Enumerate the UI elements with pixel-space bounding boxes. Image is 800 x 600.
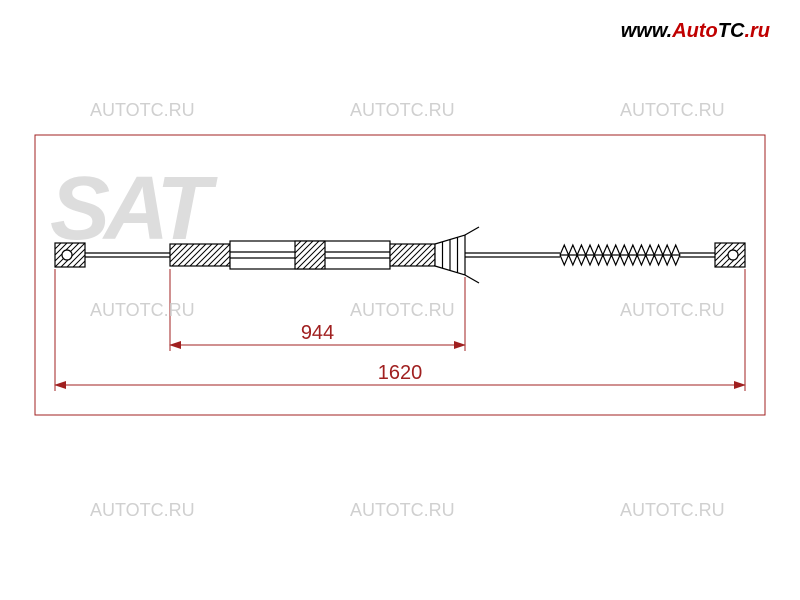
url-mid: Auto (672, 20, 718, 42)
source-url: www.AutoTC.ru (621, 20, 770, 43)
svg-text:944: 944 (301, 322, 334, 344)
brand-logo-watermark: SAT (50, 158, 205, 261)
url-tc: TC (718, 20, 745, 42)
svg-text:1620: 1620 (378, 362, 423, 384)
url-prefix: www. (621, 20, 672, 42)
url-suffix: .ru (744, 20, 770, 42)
technical-drawing: 944 1620 (0, 0, 800, 600)
